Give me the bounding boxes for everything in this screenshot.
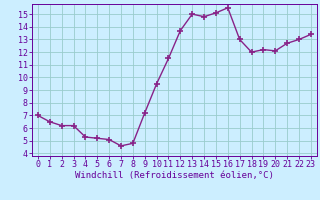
X-axis label: Windchill (Refroidissement éolien,°C): Windchill (Refroidissement éolien,°C)	[75, 171, 274, 180]
